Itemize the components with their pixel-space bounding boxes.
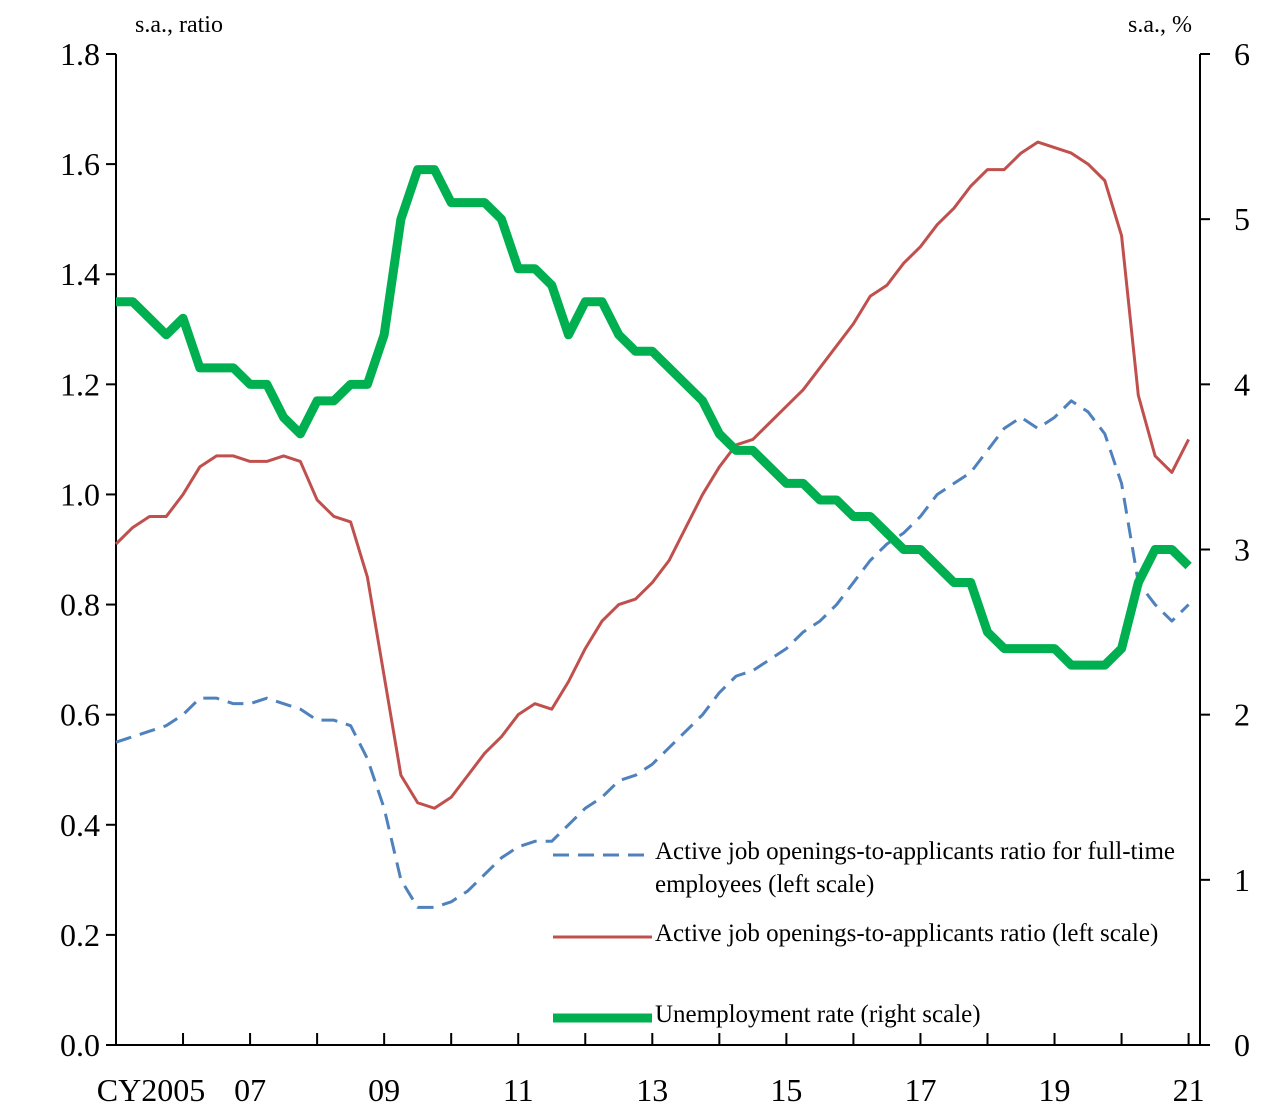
y-tick-label: 1.8 [60,36,100,72]
series-line [115,399,1190,909]
y-tick-label: 1.0 [60,476,100,512]
x-tick-label: 11 [503,1072,534,1108]
y-tick-label: 1.6 [60,146,100,182]
y2-tick-label: 0 [1234,1027,1250,1063]
x-tick-label: CY2005 [97,1072,205,1108]
x-tick-label: 13 [636,1072,668,1108]
x-tick-label: 19 [1039,1072,1071,1108]
x-tick-label: 21 [1173,1072,1205,1108]
y2-tick-label: 5 [1234,201,1250,237]
y2-tick-label: 2 [1234,697,1250,733]
y2-tick-label: 4 [1234,366,1250,402]
x-tick-label: 09 [368,1072,400,1108]
x-tick-label: 07 [234,1072,266,1108]
y-tick-label: 1.4 [60,256,100,292]
y-tick-label: 0.6 [60,697,100,733]
y2-tick-label: 1 [1234,862,1250,898]
y-axis-label: s.a., ratio [135,12,223,38]
legend-label: Active job openings-to-applicants ratio … [655,838,1175,898]
y2-axis-label: s.a., % [1128,12,1192,38]
series-line [116,165,1192,670]
legend-label: Unemployment rate (right scale) [655,1001,981,1028]
x-tick-label: 17 [904,1072,936,1108]
y2-tick-label: 3 [1234,532,1250,568]
y-tick-label: 0.2 [60,917,100,953]
series-line [114,140,1190,810]
x-tick-label: 15 [770,1072,802,1108]
legend-label: Active job openings-to-applicants ratio … [655,920,1159,947]
y-tick-label: 0.8 [60,587,100,623]
y-tick-label: 0.4 [60,807,100,843]
y2-tick-label: 6 [1234,36,1250,72]
y-tick-label: 1.2 [60,366,100,402]
y-tick-label: 0.0 [60,1027,100,1063]
